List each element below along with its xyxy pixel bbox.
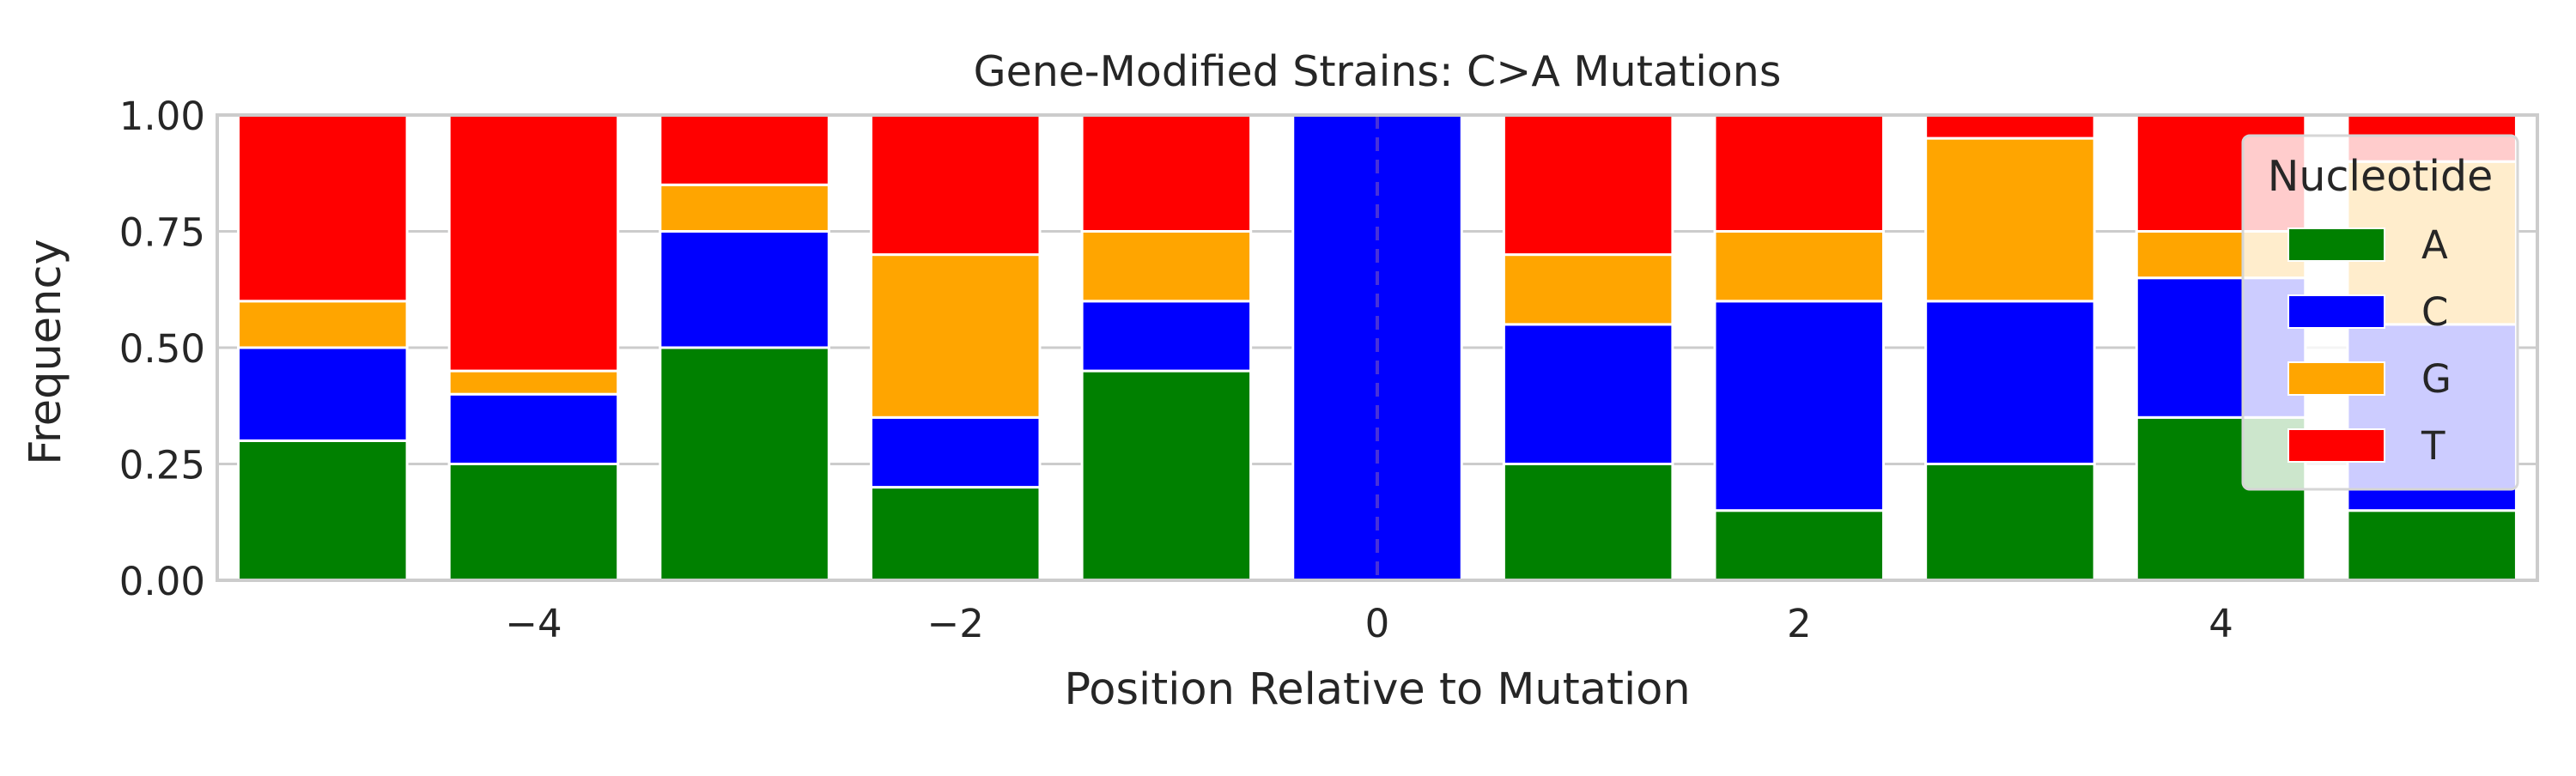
bar-segment-c bbox=[659, 230, 830, 349]
legend-title: Nucleotide bbox=[2268, 152, 2493, 201]
bar-segment-a bbox=[1924, 463, 2096, 582]
bar-segment-a bbox=[2346, 509, 2518, 582]
bar-segment-c bbox=[237, 346, 409, 442]
bar-segment-g bbox=[1502, 253, 1674, 326]
x-tick-label: −2 bbox=[927, 601, 984, 646]
bar-segment-t bbox=[1713, 113, 1886, 233]
bar-segment-c bbox=[1080, 300, 1253, 373]
legend-swatch-a bbox=[2287, 227, 2385, 262]
bar-segment-t bbox=[1502, 113, 1674, 257]
legend-label-g: G bbox=[2421, 356, 2451, 402]
bar-segment-a bbox=[237, 439, 409, 582]
bar-segment-a bbox=[1502, 463, 1674, 582]
bar-segment-a bbox=[447, 463, 620, 582]
bar-segment-g bbox=[237, 300, 409, 349]
bar-segment-c bbox=[1713, 300, 1886, 512]
bar-segment-g bbox=[1080, 230, 1253, 303]
bar-segment-g bbox=[869, 253, 1042, 419]
bar-segment-c bbox=[447, 392, 620, 466]
legend-swatch-g bbox=[2287, 361, 2385, 396]
bar-segment-g bbox=[1713, 230, 1886, 303]
bar-segment-c bbox=[1924, 300, 2096, 465]
bar-segment-c bbox=[1502, 323, 1674, 465]
bar-segment-a bbox=[1080, 369, 1253, 582]
plot-frame bbox=[216, 113, 2539, 582]
x-tick-label: −4 bbox=[505, 601, 562, 646]
y-axis-ticks: 0.00 0.25 0.50 0.75 1.00 bbox=[119, 94, 205, 604]
bar-segment-a bbox=[1713, 509, 1886, 582]
legend-swatch-c bbox=[2287, 294, 2385, 329]
bar-segment-g bbox=[1924, 136, 2096, 303]
bar-segment-a bbox=[869, 486, 1042, 582]
bar-segment-t bbox=[1924, 113, 2096, 140]
legend-label-a: A bbox=[2421, 222, 2448, 268]
x-tick-label: 2 bbox=[1787, 601, 1812, 646]
legend-label-t: T bbox=[2421, 423, 2445, 469]
bar-segment-t bbox=[869, 113, 1042, 257]
bar-segment-c bbox=[869, 415, 1042, 489]
y-tick-label: 0.50 bbox=[119, 326, 205, 372]
x-axis-label: Position Relative to Mutation bbox=[1064, 664, 1690, 715]
y-axis-label: Frequency bbox=[21, 239, 71, 464]
bar-segment-a bbox=[659, 346, 830, 582]
legend-swatch-t bbox=[2287, 428, 2385, 463]
x-axis-ticks: −4 −2 0 2 4 bbox=[505, 601, 2233, 646]
y-tick-label: 1.00 bbox=[119, 94, 205, 139]
y-tick-label: 0.25 bbox=[119, 443, 205, 488]
y-tick-label: 0.00 bbox=[119, 559, 205, 604]
bar-segment-g bbox=[447, 369, 620, 396]
chart-title: Gene-Modified Strains: C>A Mutations bbox=[974, 47, 1782, 96]
bar-segment-g bbox=[659, 183, 830, 233]
bar-segment-t bbox=[1080, 113, 1253, 233]
x-tick-label: 4 bbox=[2208, 601, 2233, 646]
bar-segment-t bbox=[659, 113, 830, 186]
bar-segment-t bbox=[237, 113, 409, 303]
legend-label-c: C bbox=[2421, 289, 2448, 335]
y-tick-label: 0.75 bbox=[119, 210, 205, 256]
bar-segment-t bbox=[447, 113, 620, 373]
x-tick-label: 0 bbox=[1365, 601, 1390, 646]
